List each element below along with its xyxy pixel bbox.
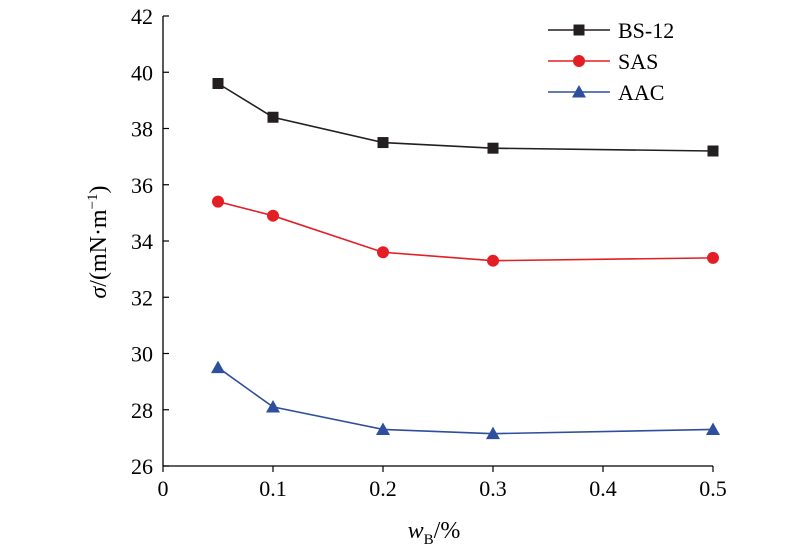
data-point-sas <box>707 251 719 264</box>
legend-item-sas: SAS <box>548 49 658 74</box>
data-point-bs-12 <box>267 111 279 123</box>
data-point-sas <box>212 195 224 208</box>
x-tick-label: 0.3 <box>479 476 507 501</box>
series-line-aac <box>217 366 714 435</box>
data-point-bs-12 <box>707 145 719 157</box>
axes: 26 28 30 32 34 36 38 40 42 0 0.1 0.2 0.3 0.4 0.5 <box>131 4 727 501</box>
legend-label-sas: SAS <box>618 49 658 74</box>
series-line-sas <box>217 200 714 262</box>
data-point-aac <box>376 422 390 435</box>
y-tick-label: 26 <box>131 454 153 479</box>
data-point-bs-12 <box>212 78 224 89</box>
x-tick-label: 0 <box>158 476 169 501</box>
y-axis-label-var: σ <box>86 286 112 299</box>
data-point-aac <box>486 426 500 440</box>
y-tick-label: 32 <box>131 285 153 310</box>
data-point-sas <box>377 246 389 259</box>
data-point-aac <box>211 360 225 374</box>
data-point-aac <box>706 422 720 435</box>
legend-label-aac: AAC <box>618 80 664 105</box>
x-axis-label-var: w <box>408 518 424 544</box>
y-tick-label: 42 <box>131 4 153 29</box>
data-point-bs-12 <box>487 142 499 154</box>
data-point-aac <box>266 399 280 413</box>
y-axis-label-sup: −1 <box>85 193 101 209</box>
x-axis-label: wB/% <box>408 518 461 548</box>
legend-label-bs-12: BS-12 <box>618 18 674 43</box>
y-axis-label-close: ) <box>86 185 112 193</box>
series-sas <box>212 195 719 267</box>
y-tick-label: 36 <box>131 173 153 198</box>
y-tick-label: 34 <box>131 229 153 254</box>
y-tick-label: 38 <box>131 117 153 142</box>
x-tick-label: 0.4 <box>589 476 617 501</box>
legend-item-bs-12: BS-12 <box>548 18 674 43</box>
x-axis-label-sub: B <box>424 532 434 548</box>
legend-item-aac: AAC <box>548 80 664 105</box>
legend-marker-sas <box>573 55 585 67</box>
y-axis-label: σ/(mN·m−1) <box>85 185 112 298</box>
x-tick-label: 0.1 <box>259 476 287 501</box>
data-point-sas <box>487 254 499 267</box>
x-tick-label: 0.2 <box>369 476 397 501</box>
x-tick-label: 0.5 <box>699 476 727 501</box>
y-axis-label-unit: /(mN·m <box>86 209 112 287</box>
series-aac <box>211 360 720 440</box>
legend-marker-aac <box>572 85 586 98</box>
legend: BS-12 SAS AAC <box>548 18 674 105</box>
series-layer <box>211 78 720 440</box>
x-axis-label-unit: /% <box>434 518 461 544</box>
y-tick-label: 30 <box>131 342 153 367</box>
data-point-bs-12 <box>377 137 389 149</box>
data-point-sas <box>267 209 279 222</box>
axis-labels: wB/% σ/(mN·m−1) <box>85 185 460 548</box>
y-tick-label: 40 <box>131 60 153 85</box>
legend-marker-bs-12 <box>573 24 585 36</box>
series-bs-12 <box>212 78 719 157</box>
y-tick-label: 28 <box>131 398 153 423</box>
